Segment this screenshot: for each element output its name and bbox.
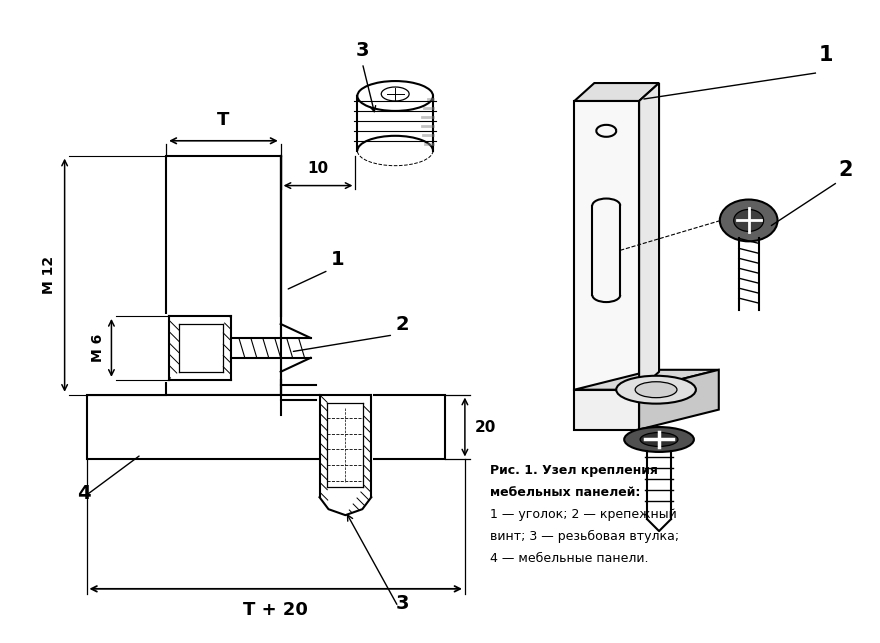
Text: 3: 3 [395,593,408,613]
Ellipse shape [720,199,778,241]
Polygon shape [639,83,659,390]
Bar [166,156,281,395]
Text: винт; 3 — резьбовая втулка;: винт; 3 — резьбовая втулка; [490,530,678,543]
Text: 1 — уголок; 2 — крепежный: 1 — уголок; 2 — крепежный [490,508,677,521]
Text: 1: 1 [818,45,832,65]
Bar [165,314,236,382]
Text: 20: 20 [475,419,496,435]
Text: T: T [217,111,230,129]
Polygon shape [575,83,659,101]
Text: М 12: М 12 [41,256,55,294]
Text: 1: 1 [331,250,344,269]
Text: мебельных панелей:: мебельных панелей: [490,486,640,499]
Bar [229,338,312,358]
Text: 10: 10 [307,161,328,176]
Bar [319,393,373,517]
Ellipse shape [635,382,677,397]
Text: 3: 3 [356,41,369,60]
Ellipse shape [616,376,696,404]
Bar [86,395,445,459]
Text: Рис. 1. Узел крепления: Рис. 1. Узел крепления [490,464,657,477]
Polygon shape [639,370,719,430]
Text: T + 20: T + 20 [243,601,308,619]
Text: 4: 4 [77,484,91,503]
Text: М 6: М 6 [92,334,106,362]
Ellipse shape [640,433,678,446]
Text: 4 — мебельные панели.: 4 — мебельные панели. [490,552,649,565]
Polygon shape [575,101,639,390]
Ellipse shape [734,210,764,231]
Text: 2: 2 [395,315,409,334]
Ellipse shape [624,427,694,452]
Polygon shape [575,390,639,430]
Polygon shape [575,370,719,390]
Text: 2: 2 [839,159,853,179]
